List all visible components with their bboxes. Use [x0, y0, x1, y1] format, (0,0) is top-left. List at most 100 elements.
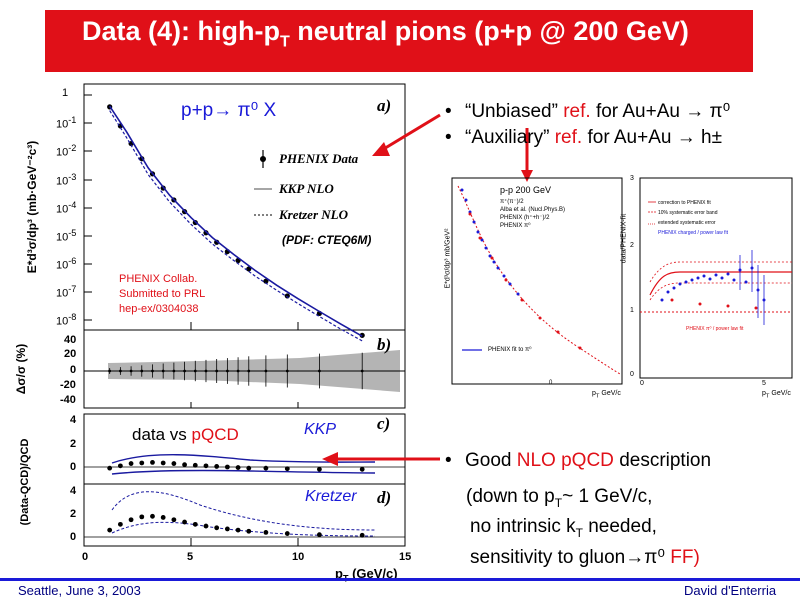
ytick-a-4: 10-4 — [56, 200, 77, 216]
panel-b-point — [247, 369, 251, 373]
xtick-15: 15 — [399, 551, 412, 563]
phenix-data-point — [203, 230, 209, 236]
footer-bar — [0, 578, 800, 581]
inset-right-ylabel: data/PHENIX-fit — [620, 213, 628, 264]
inset-left-legend-4: PHENIX π⁰ — [500, 223, 531, 229]
panel-b-label: b) — [377, 335, 392, 354]
ytick-d-2: 2 — [70, 508, 77, 520]
panel-c-point — [139, 460, 145, 466]
legend-markers — [254, 150, 272, 216]
panel-b-point — [161, 369, 165, 373]
legend-kkp-nlo: KKP NLO — [279, 181, 334, 196]
inset-right-xtick-5: 5 — [762, 380, 766, 387]
panel-b-point — [183, 369, 186, 373]
panel-c-point — [203, 463, 209, 469]
inset-left-fit-label: PHENIX fit to π⁰ — [488, 347, 532, 353]
panel-c-point — [246, 465, 252, 471]
panel-b-point — [225, 369, 229, 373]
panel-c-point — [192, 462, 198, 468]
panel-b-point — [108, 369, 112, 373]
bullet-nlo-line2: (down to pT~ 1 GeV/c, — [466, 486, 653, 510]
xtick-10: 10 — [292, 551, 305, 563]
panel-d-point — [117, 521, 123, 527]
inset-right-legend-3: extended systematic error — [658, 220, 716, 226]
inset-right-ytick-0: 0 — [630, 371, 634, 378]
inset-right — [639, 177, 793, 379]
panel-b-point — [151, 369, 154, 373]
panel-c-label: c) — [377, 414, 391, 433]
bullet-unbiased: • “Unbiased” ref. for Au+Au → π⁰ — [445, 101, 731, 122]
legend-kretzer-nlo: Kretzer NLO — [279, 207, 348, 222]
panel-c-point — [263, 465, 269, 471]
ytick-b-20: 20 — [64, 348, 77, 360]
footer-right: David d'Enterria — [684, 583, 777, 598]
inset-right-legend-5: PHENIX π⁰ / power law fit — [686, 326, 744, 332]
ytick-b-m20: -20 — [60, 379, 76, 391]
panel-b-point — [360, 369, 364, 373]
legend-phenix-data: PHENIX Data — [279, 151, 359, 166]
kretzer-label: Kretzer — [305, 488, 357, 505]
panel-b-point — [264, 369, 268, 373]
inset-right-ytick-3: 3 — [630, 175, 634, 182]
xtick-0: 0 — [82, 551, 89, 563]
panel-d-point — [203, 523, 209, 529]
panel-c-point — [235, 465, 241, 470]
ytick-c-4: 4 — [70, 414, 77, 426]
y-axis-label-cd: (Data-QCD)/QCD — [19, 438, 31, 526]
inset-left-legend: π⁺(π⁻)/2 Alba et al. (Nucl.Phys.B) PHENI… — [500, 198, 565, 230]
ytick-a-3: 10-3 — [56, 172, 77, 188]
panel-b-marks — [108, 352, 364, 390]
ytick-d-0: 0 — [70, 531, 77, 543]
inset-left-legend-3: PHENIX (h⁺+h⁻)/2 — [500, 215, 550, 221]
ytick-a-5: 10-5 — [56, 228, 77, 244]
panel-b-point — [215, 369, 219, 373]
panel-d-point — [128, 517, 134, 523]
panel-c-point — [160, 460, 166, 466]
collab-line-1: PHENIX Collab. — [119, 273, 198, 285]
bullet-nlo: • Good NLO pQCD description — [445, 450, 712, 471]
panel-b-point — [193, 369, 197, 373]
panel-c-point — [117, 463, 123, 469]
slide-title: Data (4): high-pT neutral pions (p+p @ 2… — [82, 16, 689, 51]
bullet-nlo-line4: sensitivity to gluon→π⁰ FF) — [470, 547, 700, 568]
inset-right-ytick-2: 2 — [630, 242, 634, 249]
collab-line-3: hep-ex/0304038 — [119, 303, 199, 315]
inset-right-legend-1: correction to PHENIX fit — [658, 200, 711, 206]
panel-d-point — [182, 519, 187, 525]
panel-b-point — [118, 369, 122, 373]
annotation-arrows — [322, 113, 533, 466]
inset-left-xlabel: pT GeV/c — [592, 390, 621, 400]
x-ticks — [190, 322, 299, 546]
kkp-nlo-curve — [109, 105, 363, 337]
phenix-data-point — [263, 278, 269, 284]
data-vs-pqcd: data vs pQCD — [132, 425, 239, 444]
panel-b-point — [172, 369, 176, 373]
panel-c-lower-band — [111, 469, 376, 475]
ytick-a-7: 10-7 — [56, 284, 77, 300]
panel-d-point — [214, 525, 220, 531]
bullet-nlo-line3: no intrinsic kT needed, — [470, 516, 657, 540]
panel-d-point — [246, 528, 252, 534]
kkp-label: KKP — [304, 421, 337, 438]
panel-d-point — [107, 527, 113, 533]
phenix-data-point — [284, 293, 290, 299]
panel-c-marks — [107, 460, 365, 472]
bullet-auxiliary: • “Auxiliary” ref. for Au+Au → h± — [445, 127, 722, 148]
kretzer-nlo-curve — [109, 110, 363, 342]
inset-right-legend: correction to PHENIX fit 10% systematic … — [658, 198, 728, 238]
ytick-a-8: 10-8 — [56, 312, 77, 328]
panel-c-point — [317, 466, 322, 472]
reaction-label: p+p→ π⁰ X — [181, 100, 277, 121]
panel-a-marks — [107, 104, 365, 342]
inset-right-xlabel: pT GeV/c — [762, 390, 791, 400]
panel-d-point — [235, 527, 241, 533]
panel-d-point — [160, 515, 166, 520]
panel-d-point — [224, 526, 230, 532]
inset-left-legend-2: Alba et al. (Nucl.Phys.B) — [500, 207, 566, 213]
ytick-b-0: 0 — [70, 364, 77, 376]
panel-d-upper-band — [111, 491, 376, 531]
panel-c-point — [284, 466, 290, 472]
y-axis-label-a: E*d³σ/dp³ (mb·GeV⁻²c³) — [25, 140, 39, 274]
ytick-a-2: 10-2 — [56, 143, 77, 159]
